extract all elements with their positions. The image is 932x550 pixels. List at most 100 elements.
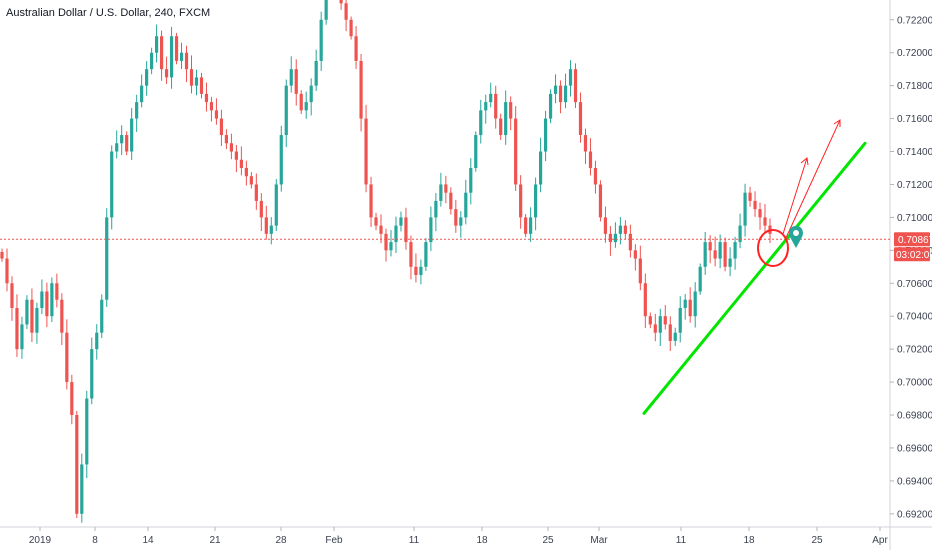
candle-body <box>169 36 174 78</box>
candle-body <box>708 242 712 251</box>
candle-body <box>479 110 483 136</box>
projection-arrow-2[interactable] <box>784 119 841 241</box>
candle-body <box>519 184 523 218</box>
price-tick-label: 0.70200 <box>897 345 932 356</box>
candle-body <box>673 332 677 341</box>
candle-body <box>643 283 647 317</box>
candle-body <box>264 217 268 234</box>
candle-body <box>209 102 214 111</box>
candle-body <box>703 242 707 267</box>
candle-body <box>60 299 64 333</box>
candle-body <box>474 135 478 168</box>
candle-body <box>194 77 199 86</box>
projection-arrowhead-2 <box>833 119 841 127</box>
candle-body <box>603 217 608 234</box>
candle-body <box>5 258 9 284</box>
candle-body <box>568 69 573 86</box>
candle-body <box>658 316 662 333</box>
time-tick-label: 8 <box>92 535 98 546</box>
price-tick-label: 0.70400 <box>897 312 932 323</box>
candle-body <box>573 69 578 103</box>
price-tick-label: 0.70000 <box>897 378 932 389</box>
candle-body <box>718 242 722 259</box>
candles <box>0 0 772 523</box>
candle-body <box>688 299 692 317</box>
time-tick-label: 25 <box>811 535 823 546</box>
candle-body <box>234 151 238 160</box>
candle-body <box>274 184 278 226</box>
candle-body <box>254 184 258 201</box>
candle-body <box>110 151 114 218</box>
price-tick-label: 0.71000 <box>897 213 932 224</box>
candle-body <box>239 159 243 168</box>
candle-body <box>20 324 24 350</box>
candle-body <box>40 291 44 308</box>
candle-body <box>553 85 558 94</box>
candle-body <box>10 283 14 308</box>
candle-body <box>678 307 682 333</box>
candle-body <box>259 200 263 218</box>
candle-body <box>404 217 408 243</box>
candle-body <box>359 60 363 119</box>
price-tick-label: 0.71400 <box>897 147 932 158</box>
candle-body <box>309 85 313 103</box>
time-axis[interactable]: 2019 8 14 21 28 Feb 11 18 25 Mar 11 18 25 Apr <box>29 527 889 546</box>
candle-body <box>514 118 518 185</box>
candle-body <box>140 85 144 103</box>
candle-body <box>159 36 164 70</box>
time-tick-label: 25 <box>542 535 554 546</box>
candle-body <box>494 93 498 119</box>
candle-body <box>598 184 603 218</box>
candle-body <box>95 332 99 350</box>
candle-body <box>524 217 528 234</box>
candle-body <box>244 167 248 177</box>
candle-body <box>314 60 318 86</box>
candle-body <box>693 291 697 317</box>
annotations[interactable] <box>757 119 841 267</box>
candle-body <box>55 283 59 300</box>
candle-body <box>15 307 19 350</box>
candle-body <box>583 135 588 152</box>
candle-body <box>199 77 204 94</box>
candle-body <box>279 135 283 185</box>
candle-body <box>120 135 124 144</box>
candle-body <box>369 184 373 218</box>
annotation-ellipse[interactable] <box>757 229 789 267</box>
projection-arrow-1[interactable] <box>782 157 808 235</box>
candle-body <box>489 93 493 103</box>
candle-body <box>344 3 348 20</box>
candle-body <box>733 242 737 259</box>
location-marker-icon[interactable] <box>789 226 803 248</box>
candle-body <box>364 118 368 185</box>
candle-body <box>469 167 473 193</box>
candle-body <box>504 102 508 136</box>
price-tick-label: 0.71800 <box>897 81 932 92</box>
time-tick-label: 18 <box>476 535 488 546</box>
candle-body <box>384 233 388 251</box>
candle-body <box>224 135 229 144</box>
price-tick-label: 0.72000 <box>897 48 932 59</box>
candle-body <box>214 110 219 119</box>
candle-body <box>174 36 179 61</box>
candle-body <box>269 225 273 234</box>
price-tick-label: 0.69600 <box>897 443 932 454</box>
trendline[interactable] <box>642 141 867 415</box>
candle-body <box>299 93 303 111</box>
candle-body <box>289 69 293 86</box>
candle-body <box>294 69 298 94</box>
candle-body <box>748 192 752 201</box>
candle-body <box>50 283 54 317</box>
candle-body <box>105 217 109 300</box>
candle-body <box>80 464 84 514</box>
candle-body <box>484 102 488 111</box>
price-axis[interactable]: 0.72200 0.72000 0.71800 0.71600 0.71400 0.712… <box>890 15 932 520</box>
plot-area[interactable] <box>0 0 890 527</box>
candle-body <box>593 167 598 185</box>
candle-body <box>389 242 393 251</box>
candle-body <box>125 135 129 152</box>
candle-body <box>608 233 613 243</box>
candle-body <box>229 143 234 152</box>
candle-body <box>558 85 563 103</box>
candle-body <box>419 266 423 276</box>
